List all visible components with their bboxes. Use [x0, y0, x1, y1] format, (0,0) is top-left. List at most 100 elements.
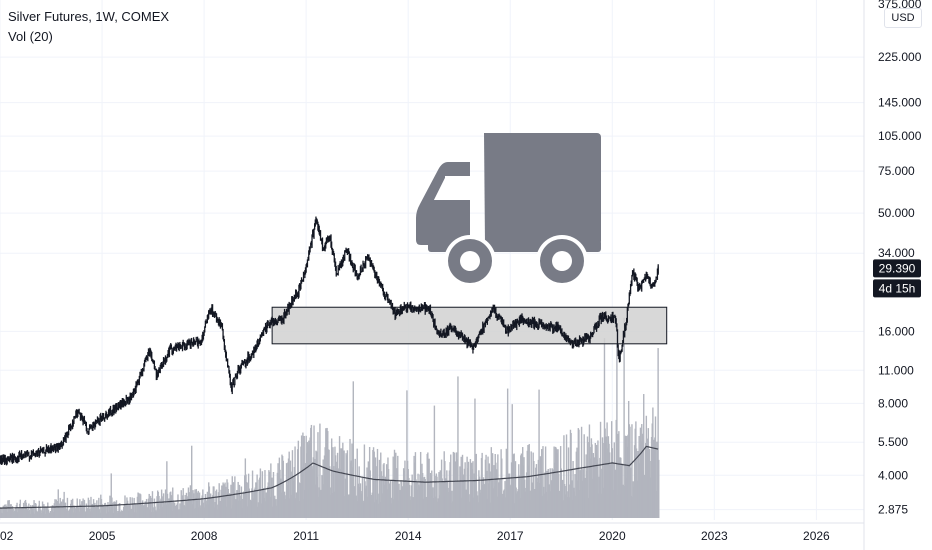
volume-bar	[41, 501, 44, 518]
volume-bar	[506, 388, 509, 518]
last-price-tag-bg	[873, 259, 921, 278]
volume-bar	[421, 472, 424, 518]
y-tick-label: 50.000	[878, 206, 915, 220]
bar-countdown-tag: 4d 15h	[879, 281, 916, 295]
volume-bar	[133, 497, 135, 518]
volume-bar	[373, 451, 375, 518]
volume-bar	[467, 461, 470, 518]
volume-bar	[600, 468, 602, 518]
volume-bar	[64, 502, 67, 518]
y-tick-label: 145.000	[878, 96, 922, 110]
volume-bar	[303, 436, 305, 518]
volume-bar	[546, 470, 548, 518]
volume-bar	[540, 449, 543, 518]
support-box[interactable]	[271, 306, 668, 345]
volume-bar	[16, 502, 18, 518]
volume-bar	[194, 489, 196, 518]
currency-button[interactable]: USD	[884, 8, 922, 28]
volume-bar	[302, 432, 304, 518]
volume-bar	[620, 457, 622, 518]
y-tick-label: 16.000	[878, 324, 915, 338]
volume-bar	[474, 398, 476, 518]
volume-bar	[361, 476, 364, 518]
y-tick-label: 75.000	[878, 164, 915, 178]
volume-bar	[319, 423, 321, 518]
volume-indicator-label[interactable]: Vol (20)	[8, 29, 53, 44]
volume-bar	[452, 451, 455, 518]
volume-bar	[431, 470, 433, 518]
volume-bar	[658, 459, 660, 518]
volume-bar	[645, 415, 648, 518]
volume-bar	[119, 502, 121, 518]
volume-bar	[177, 494, 179, 518]
volume-bar	[533, 461, 535, 518]
volume-bar	[44, 506, 46, 518]
volume-bar	[329, 466, 331, 518]
x-tick-label: 2020	[599, 529, 626, 543]
x-tick-label: 2023	[701, 529, 728, 543]
x-tick-label: 2008	[191, 529, 218, 543]
volume-bar	[497, 454, 499, 518]
volume-bar	[356, 448, 358, 518]
volume-bar	[367, 461, 370, 518]
volume-bar	[597, 440, 599, 518]
x-tick-label: 2005	[89, 529, 116, 543]
volume-bar	[601, 437, 604, 518]
volume-bar	[376, 448, 379, 518]
volume-bar	[215, 489, 218, 518]
volume-bar	[631, 424, 633, 518]
volume-bar	[652, 407, 654, 518]
volume-bar	[271, 477, 273, 518]
volume-bar	[565, 434, 568, 518]
volume-bar	[584, 477, 586, 518]
volume-bar	[272, 472, 275, 518]
volume-bar	[616, 328, 618, 518]
volume-bar	[457, 376, 459, 518]
volume-bar	[105, 504, 107, 518]
volume-bar	[308, 440, 310, 518]
volume-bar	[164, 489, 167, 518]
volume-bar	[110, 473, 112, 518]
volume-bar	[134, 503, 137, 518]
volume-bar	[1, 507, 3, 518]
volume-bar	[256, 474, 258, 518]
volume-bar	[613, 442, 615, 518]
volume-bar	[544, 446, 547, 518]
volume-bar	[518, 475, 521, 518]
volume-bar	[7, 500, 9, 518]
chart-title[interactable]: Silver Futures, 1W, COMEX	[8, 9, 170, 24]
y-tick-label: 2.875	[878, 503, 908, 517]
volume-bar	[17, 507, 20, 518]
volume-ma-line	[0, 445, 659, 509]
volume-bar	[182, 488, 184, 518]
volume-bar	[571, 480, 573, 518]
volume-bar	[297, 440, 300, 518]
volume-bar	[62, 499, 64, 518]
volume-bar	[158, 495, 160, 518]
volume-bar	[107, 502, 109, 518]
y-tick-label: 5.500	[878, 435, 908, 449]
volume-bar	[298, 482, 300, 518]
volume-bar	[489, 471, 491, 518]
volume-bar	[583, 434, 585, 518]
volume-bar	[91, 503, 93, 518]
volume-bar	[294, 446, 296, 518]
volume-bar	[366, 467, 368, 518]
volume-bar	[560, 468, 563, 518]
volume-bar	[192, 493, 195, 518]
volume-bar	[411, 474, 413, 518]
volume-bar	[230, 484, 232, 518]
volume-bar	[643, 394, 645, 518]
volume-bar	[248, 488, 250, 518]
volume-bar	[198, 492, 201, 518]
y-tick-label: 11.000	[878, 363, 914, 377]
volume-bar	[33, 500, 35, 518]
volume-bar	[460, 456, 462, 518]
volume-bar	[151, 491, 154, 518]
volume-bar	[237, 481, 239, 518]
volume-bar	[81, 501, 83, 518]
volume-bar	[115, 500, 118, 518]
volume-bar	[0, 507, 2, 518]
